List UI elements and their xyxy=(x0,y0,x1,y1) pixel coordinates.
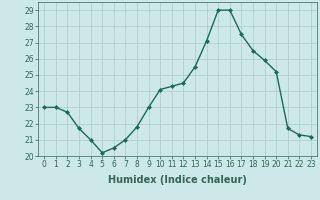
X-axis label: Humidex (Indice chaleur): Humidex (Indice chaleur) xyxy=(108,175,247,185)
